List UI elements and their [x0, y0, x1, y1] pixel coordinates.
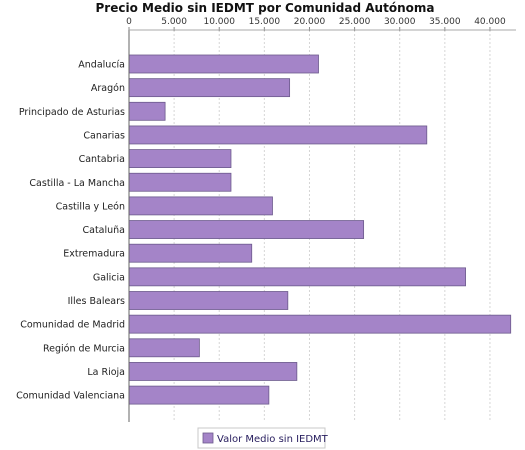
axes — [128, 29, 516, 422]
category-label: Comunidad de Madrid — [20, 320, 125, 331]
x-tick-label: 10.000 — [203, 17, 235, 27]
bar — [128, 338, 200, 358]
category-label: Extremadura — [63, 249, 125, 260]
bar — [128, 385, 270, 405]
category-label: Región de Murcia — [43, 343, 125, 354]
bar — [128, 172, 232, 192]
legend-label: Valor Medio sin IEDMT — [217, 434, 329, 445]
x-tick-label: 15.000 — [249, 17, 281, 27]
x-tick-label: 0 — [126, 17, 132, 27]
x-tick-label: 40.000 — [474, 17, 506, 27]
chart-title: Precio Medio sin IEDMT por Comunidad Aut… — [96, 1, 435, 15]
bar — [128, 125, 428, 145]
category-label: La Rioja — [87, 367, 125, 378]
category-label: Aragón — [91, 83, 125, 94]
legend: Valor Medio sin IEDMT — [197, 427, 329, 449]
category-labels: Andalucía Aragón Principado de Asturias Can… — [16, 60, 125, 402]
category-label: Castilla - La Mancha — [29, 178, 125, 189]
legend-swatch — [202, 432, 214, 444]
bar — [128, 267, 466, 287]
bars — [128, 54, 512, 405]
bar — [128, 220, 365, 239]
bar — [128, 362, 298, 381]
category-label: Cataluña — [82, 225, 125, 236]
bar — [128, 101, 166, 121]
x-tick-label: 5.000 — [161, 17, 187, 27]
category-label: Canarias — [83, 130, 125, 141]
category-label: Comunidad Valenciana — [16, 391, 125, 402]
bar — [128, 243, 253, 263]
bar — [128, 54, 319, 74]
category-label: Cantabria — [79, 154, 125, 165]
bar — [128, 149, 232, 169]
category-label: Andalucía — [78, 60, 125, 71]
category-label: Galicia — [93, 272, 125, 283]
x-tick-label: 20.000 — [294, 17, 326, 27]
x-tick-label: 35.000 — [429, 17, 461, 27]
category-label: Castilla y León — [56, 201, 125, 212]
bar — [128, 196, 273, 216]
bar — [128, 78, 291, 98]
bar — [128, 291, 289, 310]
bar — [128, 314, 512, 334]
category-label: Principado de Asturias — [19, 107, 125, 118]
x-tick-label: 25.000 — [339, 17, 371, 27]
legend-box — [197, 427, 326, 449]
x-axis-ticks: 0 5.000 10.000 15.000 20.000 25.000 30.000 35.0… — [126, 17, 506, 31]
category-label: Illes Balears — [68, 296, 125, 307]
x-tick-label: 30.000 — [384, 17, 416, 27]
